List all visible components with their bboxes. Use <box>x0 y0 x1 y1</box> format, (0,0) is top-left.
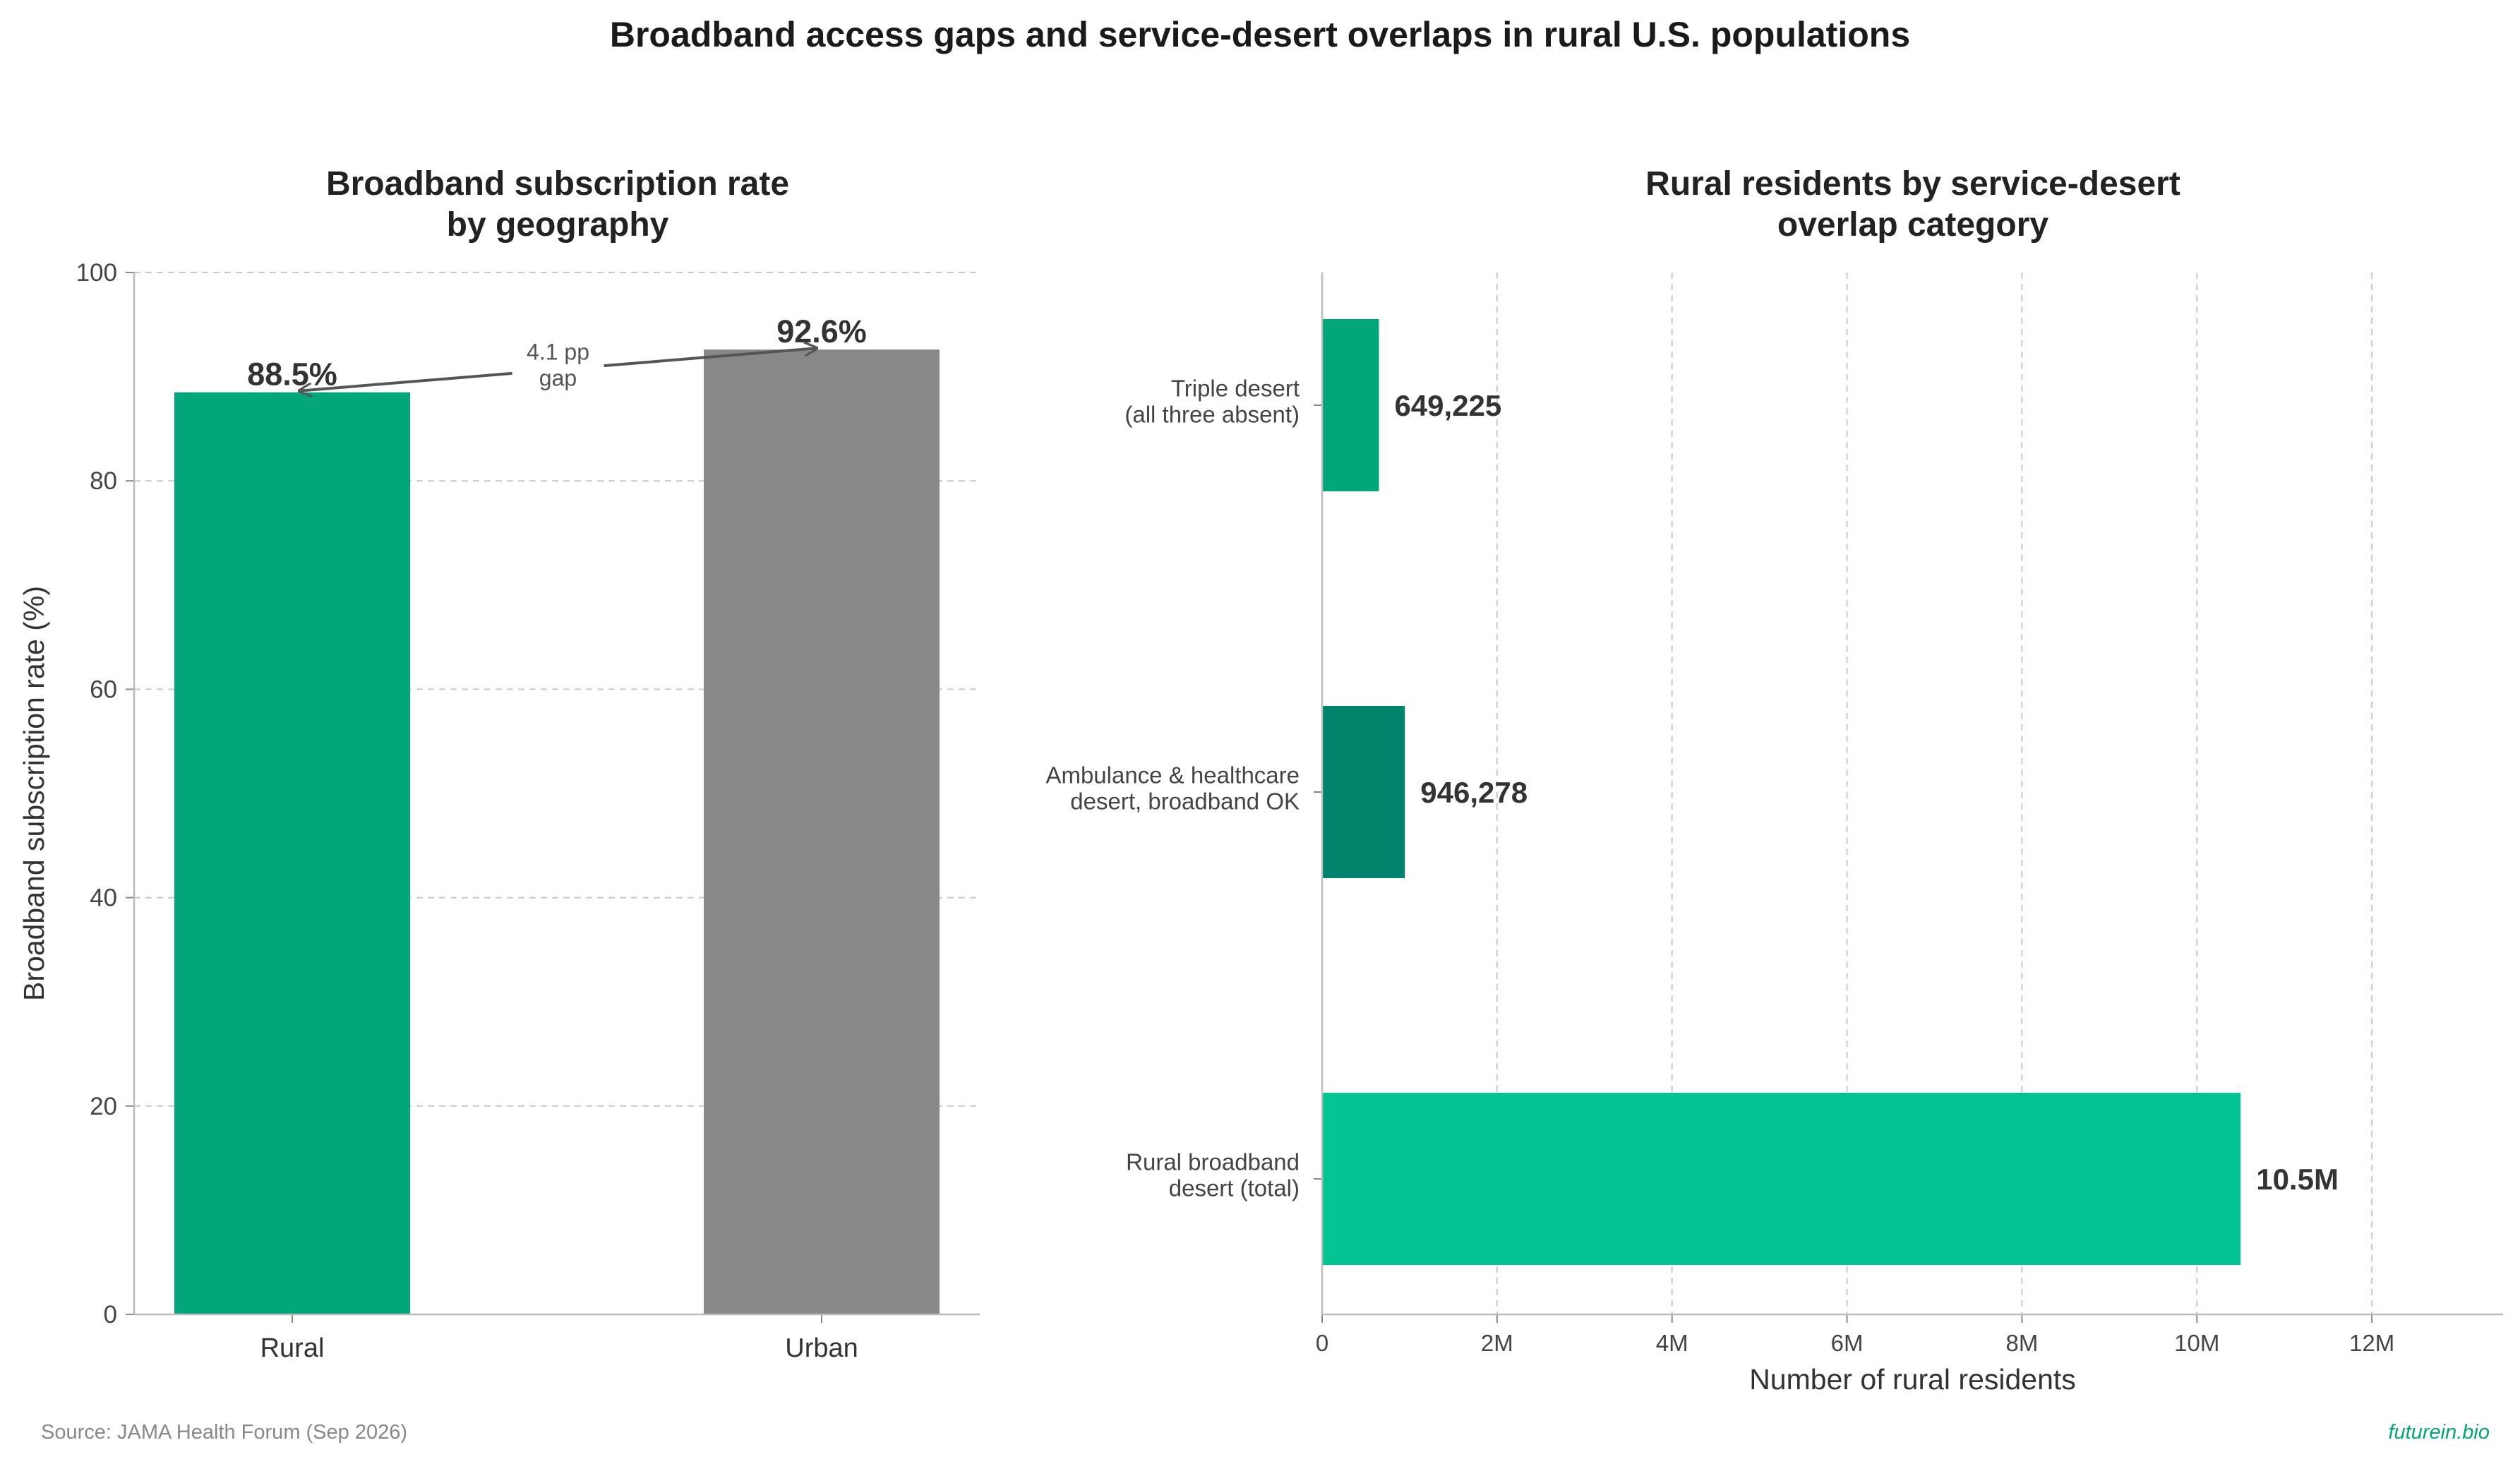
y-tick-label: 0 <box>104 1301 117 1329</box>
category-label: desert, broadband OK <box>1070 789 1300 815</box>
right-chart: Rural residents by service-desertoverlap… <box>1045 165 2503 1396</box>
y-tick-label: 80 <box>90 467 117 495</box>
right-title-line: Rural residents by service-desert <box>1645 165 2180 203</box>
gap-annotation-text: 4.1 pp <box>527 339 589 364</box>
bar-value-label: 92.6% <box>776 313 867 349</box>
x-tick-label: 6M <box>1831 1330 1864 1356</box>
x-tick-label: 8M <box>2005 1330 2038 1356</box>
x-axis-label: Number of rural residents <box>1749 1363 2076 1396</box>
hbar-value-label: 649,225 <box>1394 389 1501 422</box>
left-title-line: Broadband subscription rate <box>326 165 789 203</box>
figure-title: Broadband access gaps and service-desert… <box>610 15 1910 54</box>
y-tick-label: 20 <box>90 1093 117 1120</box>
y-tick-label: 60 <box>90 676 117 703</box>
x-tick-label: Rural <box>260 1333 325 1363</box>
category-label: (all three absent) <box>1124 402 1300 428</box>
gap-label-background <box>512 334 604 405</box>
gap-annotation-text: gap <box>539 365 577 390</box>
source-note: Source: JAMA Health Forum (Sep 2026) <box>41 1421 407 1444</box>
x-tick-label: 0 <box>1316 1330 1328 1356</box>
category-label: Rural broadband <box>1126 1149 1300 1175</box>
x-tick-label: 4M <box>1656 1330 1688 1356</box>
category-label: Triple desert <box>1171 376 1300 402</box>
hbar-3 <box>1322 1093 2241 1265</box>
y-tick-label: 40 <box>90 885 117 912</box>
hbar-value-label: 10.5M <box>2256 1163 2339 1196</box>
left-title-line: by geography <box>447 206 669 244</box>
bar-value-label: 88.5% <box>247 356 337 392</box>
hbar-1 <box>1322 319 1379 491</box>
hbar-value-label: 946,278 <box>1420 776 1528 809</box>
x-tick-label: 10M <box>2174 1330 2219 1356</box>
y-tick-label: 100 <box>76 259 117 287</box>
category-label: Ambulance & healthcare <box>1045 762 1300 789</box>
bar-rural <box>174 392 410 1314</box>
brand-label: futurein.bio <box>2389 1421 2490 1444</box>
x-tick-label: 2M <box>1481 1330 1513 1356</box>
category-label: desert (total) <box>1169 1175 1300 1201</box>
bar-urban <box>704 349 940 1314</box>
x-tick-label: Urban <box>785 1333 858 1363</box>
x-tick-label: 12M <box>2349 1330 2394 1356</box>
y-axis-label: Broadband subscription rate (%) <box>18 586 50 1001</box>
right-title-line: overlap category <box>1777 206 2048 244</box>
hbar-2 <box>1322 706 1405 878</box>
